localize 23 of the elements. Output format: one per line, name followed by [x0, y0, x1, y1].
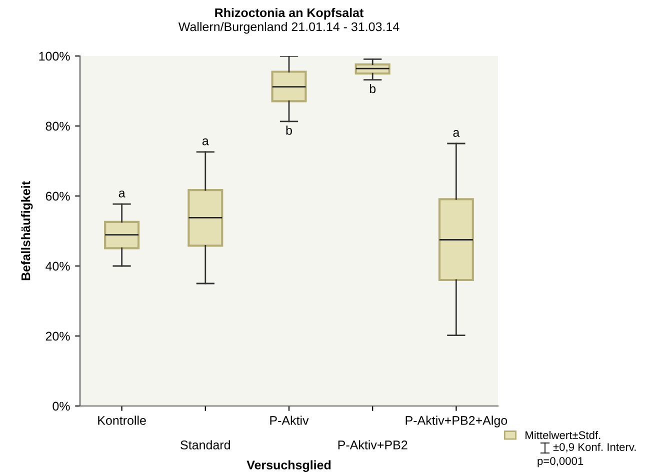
y-tick-label: 20%: [46, 332, 70, 341]
legend-label: Mittelwert±Stdf.: [526, 430, 600, 440]
y-tick-label: 60%: [46, 192, 70, 201]
annotation: a: [118, 190, 126, 198]
y-tick-label: 100%: [39, 52, 70, 61]
y-axis-title: Befallshäufigkeit: [21, 181, 33, 280]
y-tick-label: 80%: [46, 122, 70, 131]
annotation: b: [286, 126, 292, 135]
y-tick-label: 40%: [46, 262, 70, 271]
annotation: b: [370, 84, 376, 94]
x-tick-label: P-Aktiv: [270, 416, 309, 425]
annotation: a: [453, 130, 460, 137]
text: p=0,0001: [538, 457, 584, 468]
x-tick-label: Standard: [180, 440, 230, 450]
chart-subtitle: Wallern/Burgenland 21.01.14 - 31.03.14: [178, 22, 400, 34]
x-tick-label: Kontrolle: [98, 416, 146, 425]
chart-title: Rhizoctonia an Kopfsalat: [215, 8, 364, 20]
annotation: a: [202, 138, 209, 146]
x-axis-title: Versuchsglied: [246, 460, 331, 472]
y-tick-label: 0%: [52, 402, 70, 411]
x-tick-label: P-Aktiv+PB2+Algo: [406, 416, 508, 428]
x-tick-label: P-Aktiv+PB2: [338, 440, 408, 450]
text: ±0,9 Konf. Interv.: [553, 442, 636, 452]
